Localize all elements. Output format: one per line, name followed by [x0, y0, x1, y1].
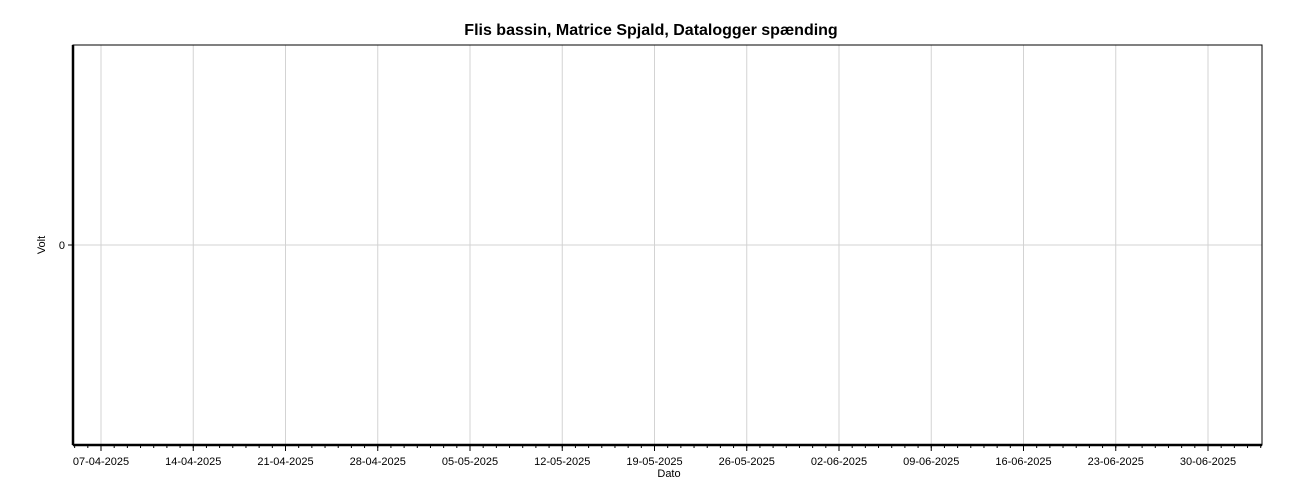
chart-title: Flis bassin, Matrice Spjald, Datalogger …	[464, 22, 837, 39]
x-tick-label: 16-06-2025	[995, 456, 1051, 468]
x-tick-label: 21-04-2025	[257, 456, 313, 468]
x-tick-label: 07-04-2025	[73, 456, 129, 468]
gridlines	[73, 45, 1262, 445]
x-tick-label: 23-06-2025	[1088, 456, 1144, 468]
x-tick-label: 02-06-2025	[811, 456, 867, 468]
y-axis-label: Volt	[36, 236, 48, 254]
x-tick-label: 28-04-2025	[350, 456, 406, 468]
x-axis-ticks: 07-04-2025 14-04-2025 21-04-2025 28-04-2025…	[73, 445, 1262, 468]
x-tick-label: 26-05-2025	[719, 456, 775, 468]
y-tick-label: 0	[59, 240, 65, 252]
x-tick-label: 14-04-2025	[165, 456, 221, 468]
x-tick-label: 05-05-2025	[442, 456, 498, 468]
y-axis-ticks: 0	[59, 240, 73, 252]
x-tick-label: 12-05-2025	[534, 456, 590, 468]
x-tick-label: 19-05-2025	[626, 456, 682, 468]
x-tick-label: 30-06-2025	[1180, 456, 1236, 468]
x-axis-label: Dato	[657, 468, 680, 480]
x-tick-label: 09-06-2025	[903, 456, 959, 468]
